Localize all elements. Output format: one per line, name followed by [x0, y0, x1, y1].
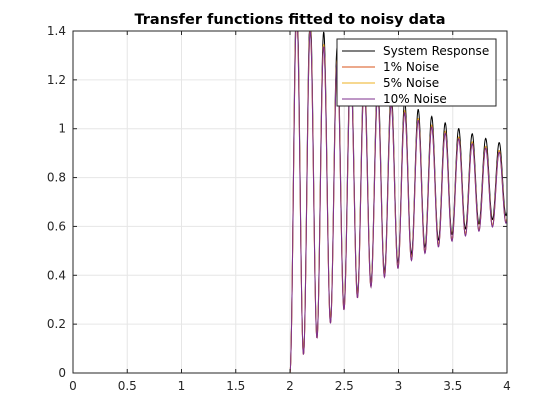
y-tick-label: 1: [58, 122, 66, 136]
legend-label: System Response: [383, 44, 489, 58]
x-tick-label: 0.5: [118, 379, 137, 393]
x-tick-label: 3.5: [443, 379, 462, 393]
y-tick-label: 0: [58, 366, 66, 380]
legend-label: 5% Noise: [383, 76, 439, 90]
y-tick-label: 0.2: [47, 317, 66, 331]
y-tick-label: 0.4: [47, 268, 66, 282]
x-tick-label: 2.5: [335, 379, 354, 393]
x-tick-label: 4: [503, 379, 511, 393]
y-tick-label: 0.6: [47, 219, 66, 233]
chart-title: Transfer functions fitted to noisy data: [134, 12, 445, 28]
x-tick-label: 3: [395, 379, 403, 393]
x-tick-label: 0: [69, 379, 77, 393]
legend: System Response 1% Noise 5% Noise 10% Noise: [336, 38, 497, 107]
x-axis: 0 0.5 1 1.5 2 2.5 3 3.5 4: [69, 31, 511, 393]
y-tick-label: 1.2: [47, 73, 66, 87]
legend-box: [336, 38, 497, 107]
y-tick-label: 1.4: [47, 24, 66, 38]
legend-label: 1% Noise: [383, 60, 439, 74]
x-tick-label: 2: [286, 379, 294, 393]
x-tick-label: 1.5: [226, 379, 245, 393]
x-tick-label: 1: [178, 379, 186, 393]
y-tick-label: 0.8: [47, 171, 66, 185]
legend-label: 10% Noise: [383, 92, 447, 106]
y-axis: 0 0.2 0.4 0.6 0.8 1 1.2 1.4: [47, 24, 507, 380]
